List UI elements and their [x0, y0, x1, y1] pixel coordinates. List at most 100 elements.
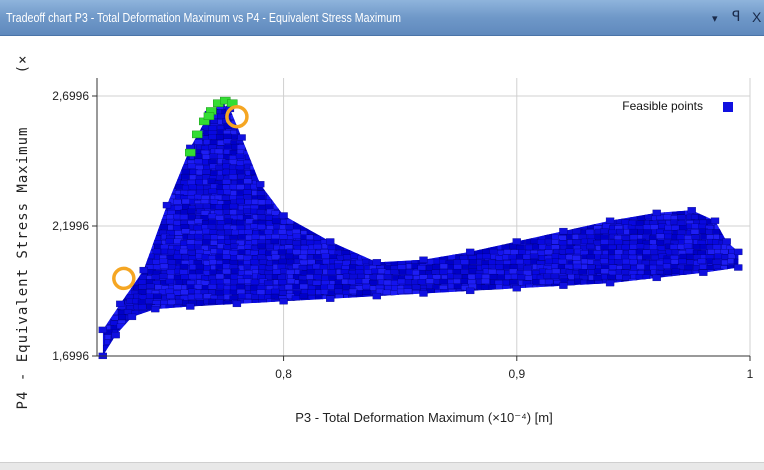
- feasible-point: [208, 134, 217, 140]
- feasible-point: [600, 244, 609, 250]
- feasible-point: [327, 269, 336, 275]
- feasible-point: [679, 253, 688, 260]
- feasible-point: [369, 280, 378, 286]
- feasible-point: [698, 223, 707, 230]
- feasible-point: [151, 305, 160, 313]
- feasible-point: [271, 234, 280, 240]
- feasible-point: [362, 283, 371, 290]
- feasible-point: [194, 139, 203, 145]
- feasible-point: [572, 228, 581, 235]
- feasible-point: [222, 184, 231, 190]
- feasible-point: [372, 292, 382, 300]
- feasible-point: [284, 284, 294, 290]
- feasible-point: [221, 195, 231, 201]
- feasible-point: [160, 224, 169, 230]
- feasible-point: [271, 288, 280, 295]
- feasible-point: [223, 138, 232, 144]
- feasible-point: [307, 289, 316, 295]
- feasible-point: [361, 278, 371, 284]
- feasible-point: [705, 229, 714, 235]
- feasible-point: [453, 283, 463, 289]
- feasible-point: [270, 238, 280, 245]
- feasible-point: [676, 234, 686, 240]
- feasible-point: [390, 269, 399, 275]
- feasible-point: [622, 264, 631, 270]
- feasible-point: [621, 254, 630, 260]
- feasible-point: [236, 219, 245, 226]
- feasible-point: [174, 230, 183, 236]
- feasible-point: [517, 274, 526, 280]
- feasible-point: [439, 278, 448, 285]
- feasible-point: [614, 239, 623, 245]
- feasible-point: [635, 220, 645, 226]
- x-tick-label: 0,9: [508, 367, 525, 381]
- status-bar: [0, 462, 764, 470]
- feasible-point: [327, 244, 336, 251]
- feasible-point: [663, 214, 672, 220]
- legend[interactable]: Feasible points: [622, 99, 733, 113]
- feasible-point: [307, 259, 316, 265]
- feasible-point: [382, 289, 392, 296]
- feasible-point: [265, 204, 274, 210]
- feasible-point: [231, 268, 240, 274]
- feasible-point: [215, 289, 224, 296]
- feasible-point: [285, 253, 294, 260]
- feasible-point: [306, 234, 315, 240]
- feasible-point: [166, 293, 175, 300]
- feasible-point: [643, 229, 652, 235]
- feasible-point: [489, 248, 498, 255]
- feasible-point: [397, 264, 407, 270]
- feasible-point: [250, 259, 259, 265]
- feasible-point: [453, 278, 462, 285]
- feasible-point: [256, 190, 266, 196]
- feasible-point: [524, 275, 534, 281]
- feasible-point: [397, 278, 406, 285]
- feasible-point: [656, 239, 665, 246]
- feasible-point: [670, 259, 680, 265]
- feasible-point: [512, 238, 521, 245]
- window-menu-button[interactable]: ▾: [712, 13, 718, 25]
- feasible-point: [650, 254, 660, 261]
- feasible-point: [259, 259, 268, 265]
- feasible-point: [300, 249, 309, 256]
- feasible-point: [229, 169, 238, 175]
- feasible-point: [306, 274, 315, 280]
- feasible-point: [123, 309, 133, 315]
- feasible-point: [637, 215, 646, 221]
- feasible-point: [529, 253, 539, 259]
- feasible-point: [343, 254, 352, 260]
- feasible-point: [279, 234, 288, 240]
- feasible-point: [195, 249, 205, 255]
- pin-icon[interactable]: ꟼ: [732, 9, 741, 25]
- feasible-point: [307, 249, 316, 255]
- feasible-point: [522, 270, 532, 276]
- feasible-point: [320, 249, 329, 255]
- window-title: Tradeoff chart P3 - Total Deformation Ma…: [6, 10, 401, 25]
- feasible-point: [614, 259, 623, 265]
- feasible-point: [578, 234, 587, 240]
- feasible-point: [257, 243, 266, 249]
- feasible-point: [496, 274, 506, 280]
- feasible-point: [215, 164, 224, 171]
- title-bar[interactable]: Tradeoff chart P3 - Total Deformation Ma…: [0, 0, 764, 36]
- feasible-point: [465, 248, 475, 256]
- feasible-point: [270, 294, 280, 300]
- feasible-point: [250, 250, 259, 256]
- close-button[interactable]: X: [752, 9, 762, 25]
- feasible-point: [202, 203, 212, 209]
- feasible-point: [166, 269, 176, 275]
- feasible-point: [326, 238, 335, 245]
- feasible-point: [250, 279, 260, 285]
- feasible-point: [467, 274, 477, 280]
- feasible-point: [292, 240, 301, 246]
- feasible-point: [710, 217, 720, 224]
- feasible-point: [271, 254, 281, 260]
- feasible-point: [322, 258, 331, 265]
- feasible-point: [312, 263, 322, 270]
- y-tick-label: 2,6996: [52, 89, 89, 103]
- feasible-point: [217, 113, 226, 120]
- axes: [96, 78, 750, 357]
- feasible-point: [480, 284, 490, 290]
- feasible-point: [187, 208, 196, 215]
